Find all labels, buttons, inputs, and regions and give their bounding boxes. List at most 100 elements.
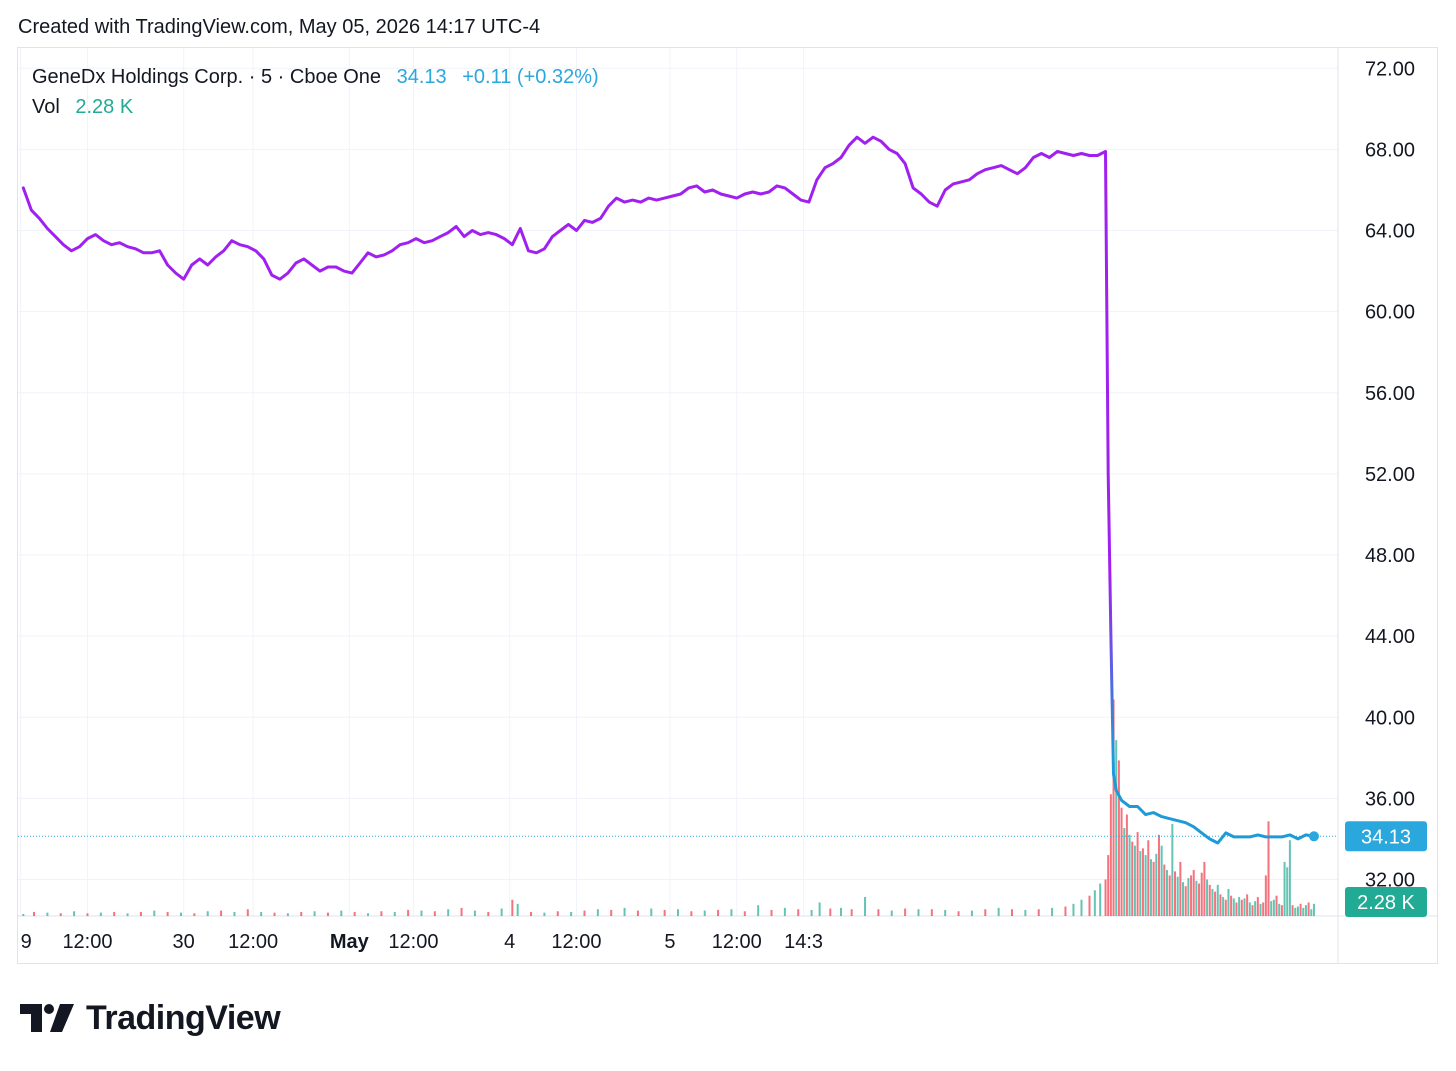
volume-bar <box>717 909 720 916</box>
volume-bar <box>367 913 370 916</box>
volume-bar <box>1256 897 1259 916</box>
volume-bar <box>126 913 129 916</box>
price-axis-ticks: 72.00 68.00 64.00 60.00 56.00 52.00 48.00 44.00… <box>1365 58 1415 891</box>
volume-bar <box>1246 894 1249 916</box>
volume-bar <box>1198 883 1201 916</box>
volume-bar <box>556 911 559 916</box>
volume-bar <box>829 908 832 916</box>
volume-bar <box>839 907 842 916</box>
volume-bar <box>1227 888 1230 916</box>
volume-badge-label: 2.28 K <box>1357 892 1415 914</box>
volume-bar <box>530 911 533 916</box>
volume-bar <box>1152 861 1155 916</box>
volume-bar <box>1280 905 1283 916</box>
volume-bar <box>500 908 503 916</box>
volume-bar <box>1283 861 1286 916</box>
volume-bar <box>393 911 396 916</box>
volume-label[interactable]: Vol <box>32 96 60 118</box>
volume-bar <box>1208 884 1211 916</box>
volume-bar <box>1294 907 1297 916</box>
volume-bar <box>1115 740 1118 916</box>
legend-volume-row: Vol 2.28 K <box>32 94 599 124</box>
price-tick-label: 60.00 <box>1365 302 1415 324</box>
last-price-badge-label: 34.13 <box>1361 826 1411 848</box>
chart-frame <box>17 47 1438 964</box>
volume-bar <box>797 909 800 916</box>
volume-bar <box>1176 876 1179 916</box>
volume-bar <box>1136 832 1139 916</box>
volume-bar <box>1163 864 1166 916</box>
volume-bar <box>1211 888 1214 916</box>
time-tick-label: 4 <box>504 931 515 953</box>
volume-bar <box>1093 890 1096 916</box>
volume-bar <box>1286 867 1289 916</box>
volume-bar <box>86 913 89 916</box>
volume-bar <box>273 912 276 916</box>
volume-bar <box>1230 895 1233 916</box>
volume-bar <box>1147 840 1150 916</box>
volume-bar <box>1117 760 1120 916</box>
volume-bar <box>286 913 289 916</box>
volume-bar <box>663 909 666 916</box>
volume-bar <box>623 907 626 916</box>
volume-bar <box>944 909 947 916</box>
volume-bar <box>1312 903 1315 916</box>
symbol-label[interactable]: GeneDx Holdings Corp. · 5 · Cboe One <box>32 66 382 88</box>
time-tick-label: 12:00 <box>228 931 278 953</box>
volume-bar <box>957 911 960 916</box>
volume-bar <box>233 911 236 916</box>
volume-bar <box>1104 879 1107 916</box>
volume-value: 2.28 K <box>75 96 134 118</box>
volume-bar <box>930 909 933 916</box>
volume-bar <box>1278 903 1281 916</box>
volume-bar <box>1112 699 1115 916</box>
volume-bar <box>1157 834 1160 916</box>
volume-bar <box>864 897 867 916</box>
volume-bar <box>246 909 249 916</box>
volume-bar <box>22 913 25 916</box>
volume-bar <box>420 910 423 916</box>
volume-bar <box>353 911 356 916</box>
volume-bar <box>73 911 76 916</box>
volume-bar <box>1184 886 1187 916</box>
volume-bar <box>1307 902 1310 916</box>
volume-bar <box>1216 884 1219 916</box>
volume-bar <box>113 911 116 916</box>
volume-bar <box>1088 895 1091 916</box>
volume-bar <box>1120 807 1123 916</box>
volume-bar <box>810 909 813 916</box>
volume-bar <box>1064 906 1067 916</box>
volume-bar <box>1302 907 1305 916</box>
volume-bar <box>1187 878 1190 916</box>
volume-bar <box>516 903 519 916</box>
time-tick-label: 12:00 <box>388 931 438 953</box>
volume-bar <box>1141 848 1144 916</box>
volume-bar <box>757 905 760 916</box>
volume-bar <box>1099 883 1102 916</box>
volume-bar <box>1051 907 1054 916</box>
price-tick-label: 64.00 <box>1365 221 1415 243</box>
volume-bar <box>487 911 490 916</box>
volume-bar <box>1219 894 1222 916</box>
volume-bar <box>326 912 329 916</box>
volume-bar <box>636 910 639 916</box>
volume-bar <box>783 907 786 916</box>
volume-bar <box>1264 875 1267 916</box>
time-tick-label: 9 <box>21 931 32 953</box>
tradingview-logo-icon <box>20 1004 74 1032</box>
volume-bar <box>1024 909 1027 916</box>
volume-bar <box>1072 903 1075 916</box>
grid-lines <box>18 48 1338 916</box>
volume-bar <box>1310 909 1313 916</box>
time-tick-label: 12:00 <box>62 931 112 953</box>
created-with-text: Created with TradingView.com, May 05, 20… <box>18 16 541 38</box>
time-tick-label: 12:00 <box>551 931 601 953</box>
volume-bar <box>1248 902 1251 916</box>
volume-bar <box>1192 870 1195 916</box>
volume-bar <box>1080 899 1083 916</box>
footer-brand[interactable]: TradingView <box>20 998 281 1038</box>
time-tick-label: May <box>330 931 370 953</box>
volume-bar <box>1270 901 1273 916</box>
volume-bar <box>850 909 853 916</box>
